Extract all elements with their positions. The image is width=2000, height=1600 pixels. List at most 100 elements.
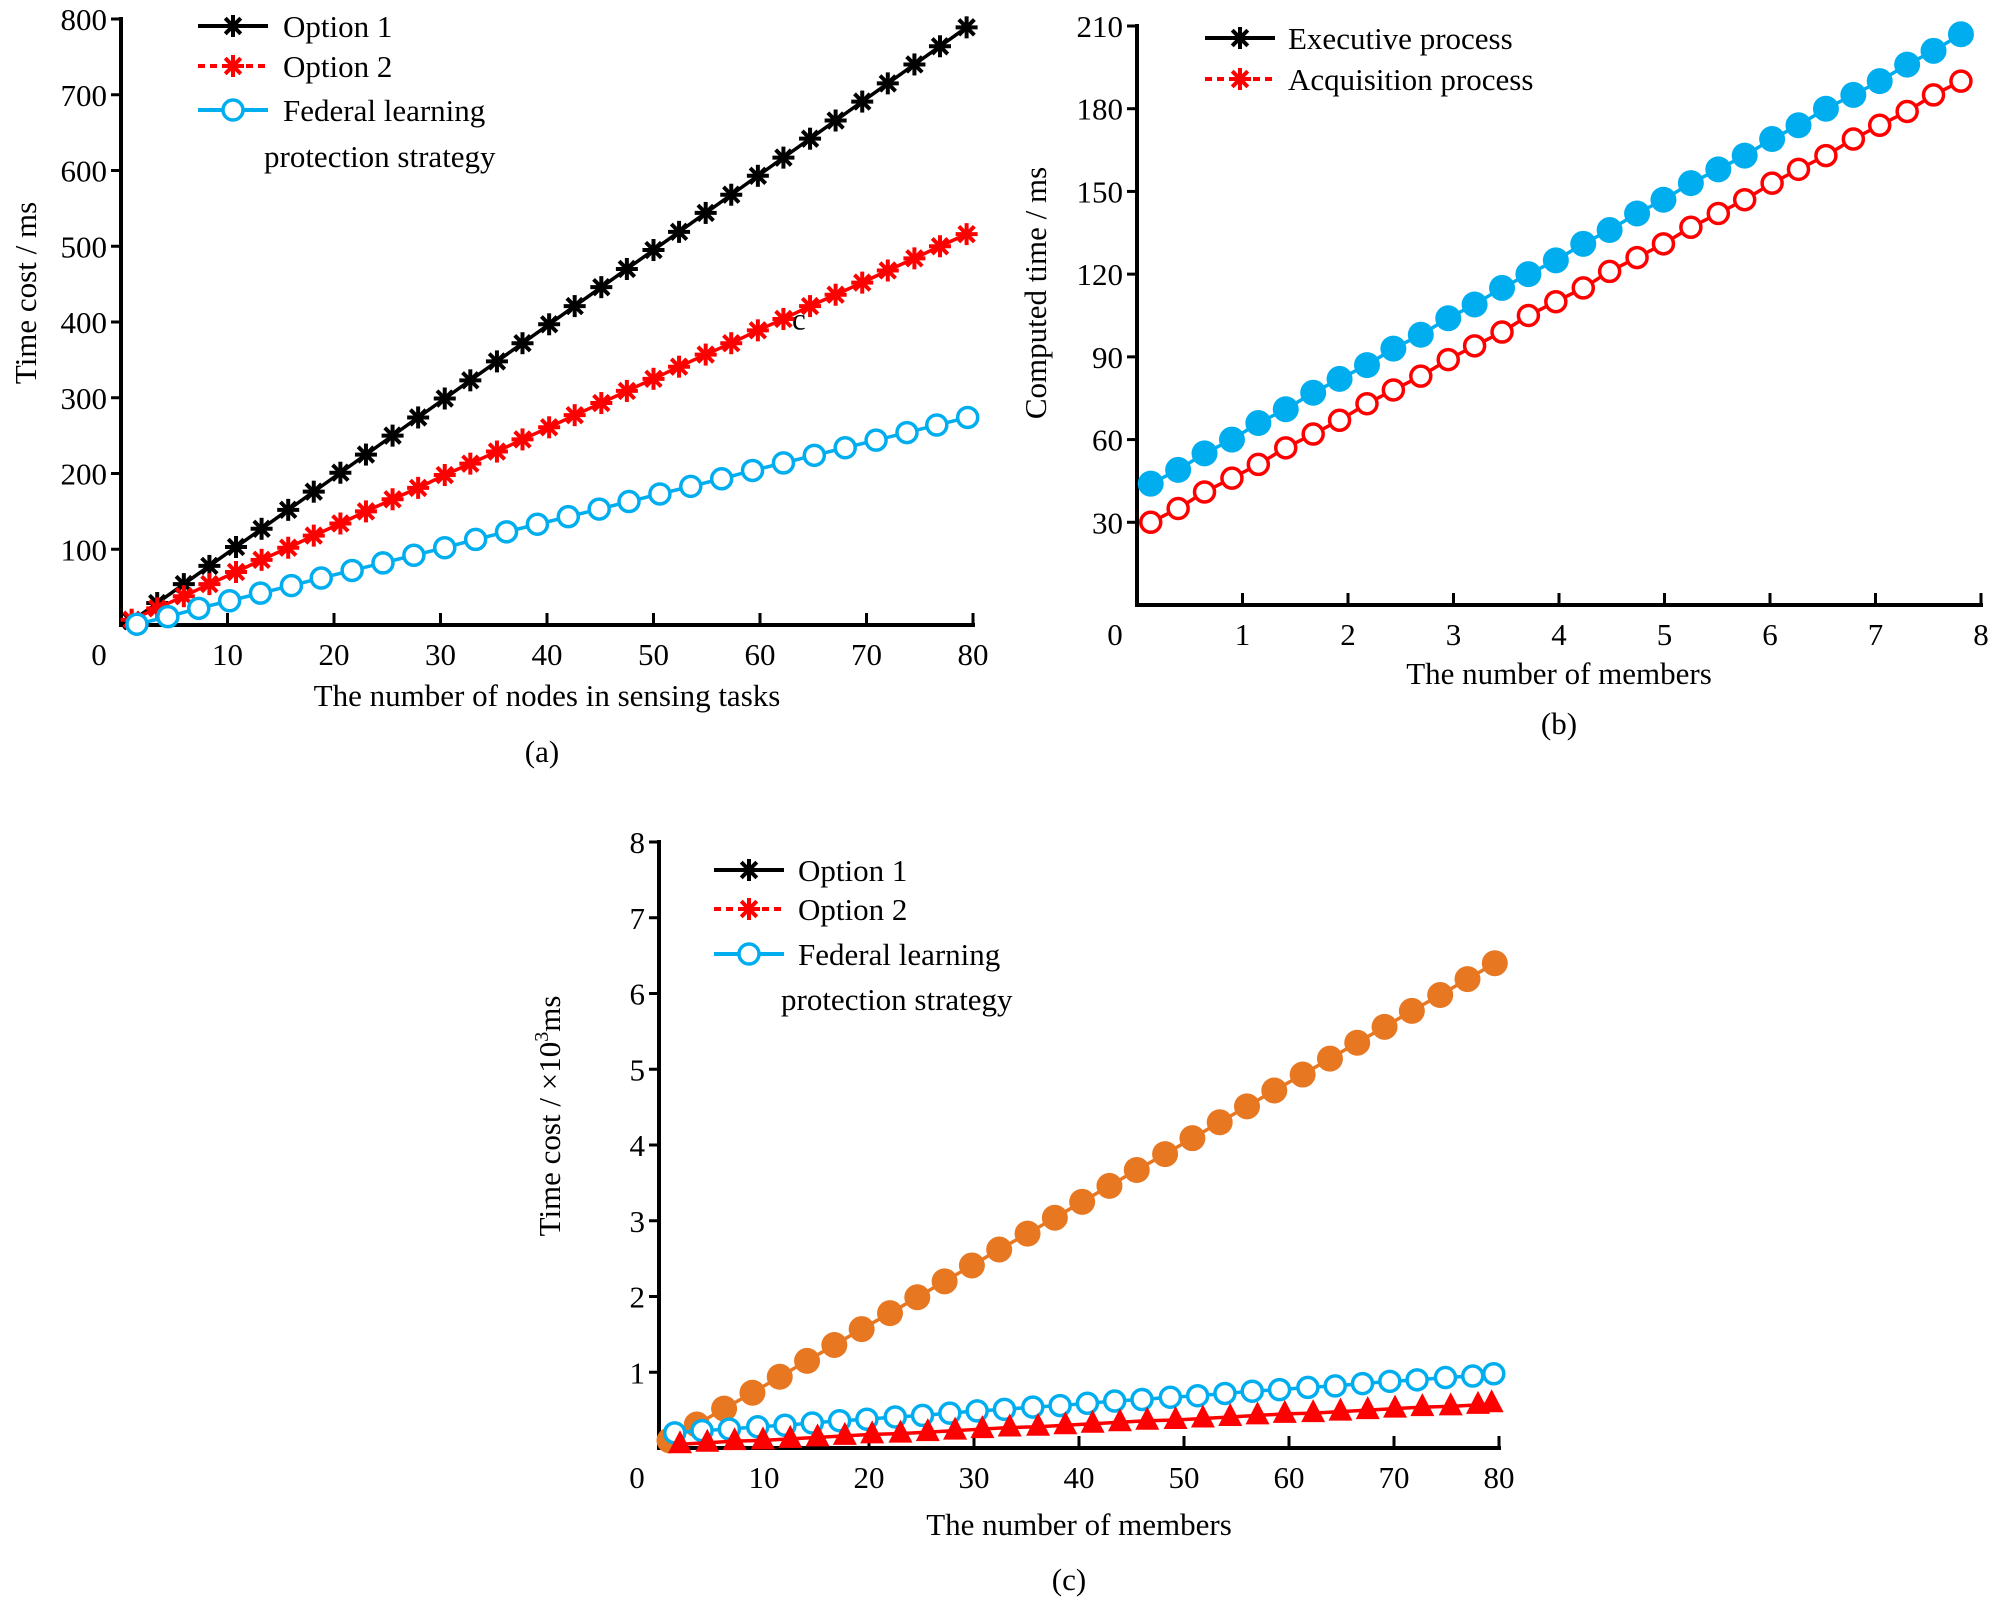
series-1 <box>663 1362 1506 1445</box>
data-point <box>354 443 377 466</box>
data-point <box>1240 1379 1264 1403</box>
origin-label: 0 <box>629 1460 645 1495</box>
data-point <box>556 504 581 529</box>
data-point <box>494 520 519 544</box>
legend: Option 1 Option 2 Federal learning protecti… <box>198 9 496 174</box>
star-stroke <box>383 426 402 445</box>
data-point <box>186 596 211 621</box>
x-axis-label: The number of members <box>926 1507 1232 1542</box>
data-point <box>694 201 717 224</box>
data-point <box>824 109 847 132</box>
legend-item: Acquisition process <box>1205 62 1533 97</box>
legend-label-line2: protection strategy <box>781 982 1013 1017</box>
star-stroke <box>513 334 532 353</box>
data-point <box>668 1430 692 1454</box>
star-stroke <box>617 259 637 279</box>
data-point <box>955 223 978 246</box>
data-point <box>1461 1364 1485 1388</box>
y-axis-label-sup: 3 <box>531 1032 553 1042</box>
legend-star-icon <box>1229 68 1251 90</box>
data-point <box>720 332 743 355</box>
star-stroke <box>826 285 845 304</box>
star-stroke <box>331 463 350 482</box>
data-point <box>1289 1061 1316 1088</box>
data-point <box>1185 1383 1210 1408</box>
data-point <box>1651 232 1676 256</box>
data-point <box>1048 1393 1072 1418</box>
data-point <box>642 239 665 262</box>
origin-label: 0 <box>91 637 107 672</box>
data-point <box>1490 320 1514 344</box>
star-stroke <box>722 334 741 353</box>
data-point <box>1433 1365 1458 1390</box>
star-stroke <box>565 405 584 425</box>
data-point <box>329 461 352 484</box>
x-tick-label: 60 <box>1274 1460 1305 1495</box>
data-point <box>1479 1389 1504 1413</box>
legend: Executive process Acquisition process <box>1205 21 1533 97</box>
data-point <box>1677 170 1704 197</box>
y-axis-label: Computed time / ms <box>1018 167 1053 419</box>
star-stroke <box>435 465 454 485</box>
data-point <box>433 464 456 487</box>
data-point <box>1378 1369 1402 1394</box>
data-point <box>1841 127 1866 151</box>
x-tick-label: 1 <box>1235 617 1251 652</box>
star-stroke <box>739 860 759 880</box>
data-point <box>1481 950 1508 977</box>
data-point <box>1213 1381 1237 1406</box>
data-point <box>1245 1401 1270 1425</box>
y-tick-label: 150 <box>1077 174 1124 209</box>
y-axis-label-main: Time cost / ×10 <box>532 1042 567 1237</box>
data-point <box>433 387 456 410</box>
data-point <box>1053 1411 1078 1435</box>
data-point <box>1596 217 1623 244</box>
data-point <box>563 295 586 318</box>
data-point <box>1166 496 1190 521</box>
star-stroke <box>356 445 376 464</box>
x-tick-label: 5 <box>1657 617 1673 652</box>
data-point <box>746 164 769 187</box>
data-point <box>1355 1396 1380 1420</box>
data-point <box>864 428 888 452</box>
data-point <box>668 220 691 243</box>
data-point <box>1679 215 1703 240</box>
series-line <box>136 415 969 626</box>
y-tick-label: 400 <box>61 305 108 340</box>
star-stroke <box>174 587 194 606</box>
data-point <box>1152 1141 1179 1168</box>
star-stroke <box>800 296 820 316</box>
y-tick-label: 30 <box>1092 505 1123 540</box>
legend-label-line2: protection strategy <box>264 139 496 174</box>
data-point <box>329 512 352 535</box>
data-point <box>1894 51 1921 78</box>
star-stroke <box>383 490 402 509</box>
data-point <box>587 497 611 521</box>
legend-item: Option 2 <box>714 892 907 927</box>
data-point <box>1206 1109 1233 1136</box>
data-point <box>860 1420 885 1444</box>
data-point <box>1760 171 1784 195</box>
data-point <box>1597 259 1622 284</box>
data-point <box>1786 157 1811 182</box>
y-axis-label: Time cost / ms <box>8 202 43 384</box>
star-stroke <box>800 129 820 148</box>
legend-open-circle-icon <box>737 942 761 966</box>
data-point <box>928 235 951 258</box>
data-point <box>1301 422 1325 446</box>
panel-caption: (a) <box>525 734 559 769</box>
star-stroke <box>853 273 872 292</box>
legend-label: Option 2 <box>283 49 392 84</box>
data-point <box>888 1419 913 1443</box>
data-point <box>832 1421 857 1445</box>
star-stroke <box>565 296 584 316</box>
x-tick-label: 80 <box>1484 1460 1515 1495</box>
star-stroke <box>669 222 689 242</box>
y-tick-label: 6 <box>630 977 646 1012</box>
data-point <box>1326 365 1353 392</box>
y-tick-label: 500 <box>61 229 108 264</box>
star-stroke <box>748 321 768 340</box>
data-point <box>794 1347 821 1374</box>
data-point <box>1732 187 1757 212</box>
